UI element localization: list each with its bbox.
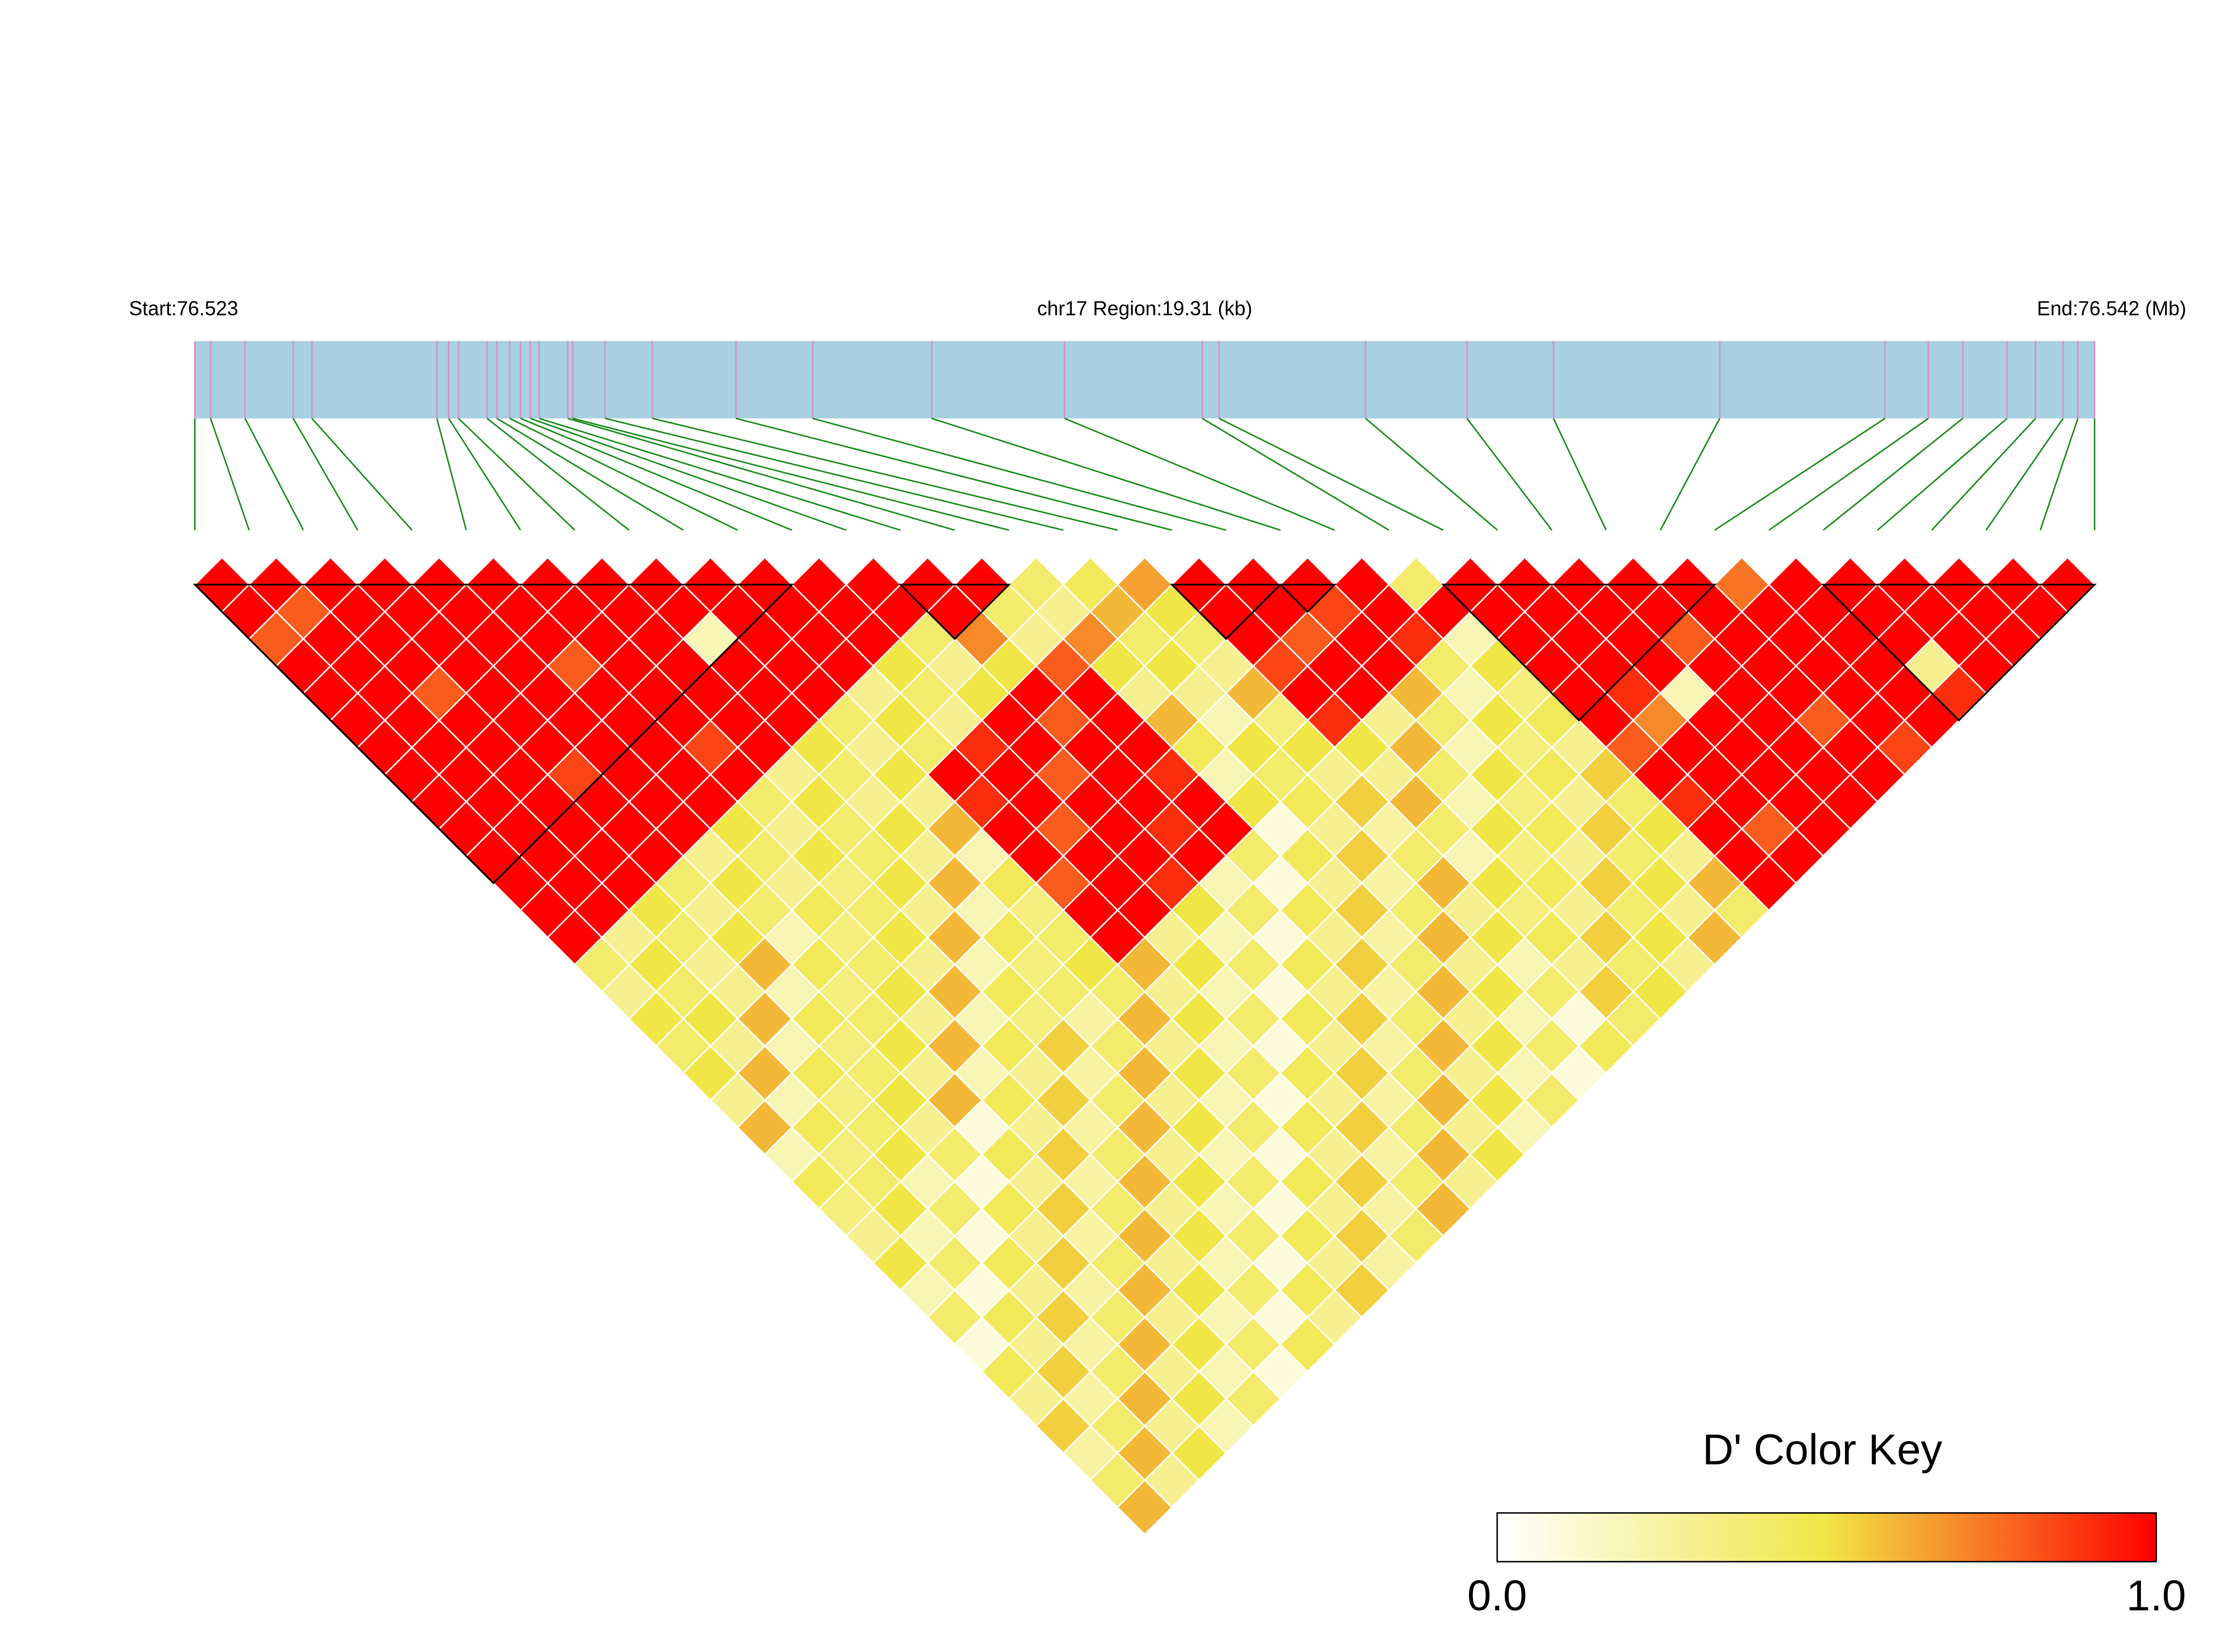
snp-connector: [486, 417, 630, 531]
snp-connector: [812, 417, 1227, 531]
snp-connector: [572, 417, 1009, 531]
snp-connector: [530, 417, 846, 531]
snp-connector: [2039, 418, 2079, 531]
region-label: chr17 Region:19.31 (kb): [1037, 298, 1253, 320]
key-tick-label: 0.0: [1467, 1572, 1527, 1620]
ld-block: [1169, 583, 1283, 641]
snp-connector: [436, 418, 467, 531]
snp-connector: [736, 417, 1172, 531]
snp-connector: [1931, 418, 2036, 531]
start-label: Start:76.523: [129, 298, 238, 320]
snp-connector: [1877, 417, 2008, 531]
snp-connector: [1218, 417, 1444, 531]
snp-connector: [1768, 417, 1929, 531]
ld-block: [898, 583, 1011, 641]
snp-connector: [539, 417, 901, 531]
snp-connector: [509, 417, 738, 531]
snp-connector: [1202, 417, 1390, 531]
snp-connector: [210, 418, 250, 531]
gene-region-bar: [195, 341, 2095, 418]
snp-connector: [496, 417, 684, 531]
key-tick-label: 1.0: [2126, 1572, 2186, 1620]
snp-connector: [1823, 417, 1964, 531]
snp-connector: [652, 417, 1118, 531]
snp-connector: [520, 417, 793, 531]
snp-connector: [605, 417, 1064, 531]
snp-connector: [448, 418, 521, 531]
snp-connector: [1714, 417, 1886, 531]
snp-connector: [458, 418, 576, 531]
ld-block: [1278, 583, 1337, 613]
snp-connector: [1659, 418, 1721, 531]
ld-block: [192, 583, 794, 884]
color-key: [1496, 1512, 2157, 1562]
snp-connector: [1552, 418, 1607, 531]
ld-block: [1821, 583, 2097, 722]
snp-connector: [567, 417, 955, 531]
end-label: End:76.542 (Mb): [2037, 298, 2186, 320]
snp-connector: [244, 418, 304, 531]
snp-connector: [1064, 417, 1335, 531]
key-title: D' Color Key: [1702, 1425, 1942, 1474]
ld-block: [1441, 583, 1717, 722]
snp-connector: [293, 418, 359, 531]
snp-connector: [931, 417, 1281, 531]
snp-connector: [1365, 417, 1498, 531]
snp-connector: [311, 418, 413, 531]
snp-connector: [1985, 418, 2064, 531]
snp-connector: [1466, 418, 1552, 531]
